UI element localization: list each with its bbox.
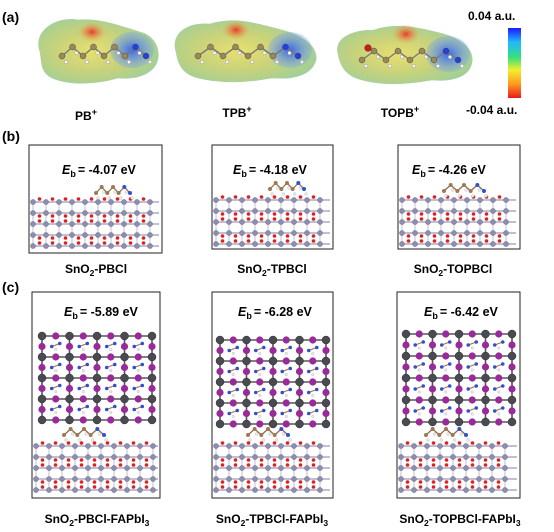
molecule-label-pb: PB+ xyxy=(75,107,97,123)
esp-surface-topb xyxy=(337,24,473,85)
colorbar xyxy=(508,28,521,98)
fapbi3-block-c3 xyxy=(401,329,517,427)
adsorbed-molecule-b1 xyxy=(94,185,134,200)
energy-label-c3: Eb = -6.42 eV xyxy=(424,305,499,321)
fapbi3-block-c1 xyxy=(37,331,157,425)
panel-label-b: (b) xyxy=(2,128,20,144)
adsorbed-molecule-c3 xyxy=(424,427,470,442)
sno2-slab-c2 xyxy=(213,441,330,493)
structure-frame-b1 xyxy=(28,144,163,254)
structure-caption-c1: SnO2-PBCl-FAPbI3 xyxy=(45,512,150,528)
molecule-label-tpb: TPB+ xyxy=(222,104,251,120)
structure-caption-b1: SnO2-PBCl xyxy=(65,262,127,278)
atomic-structures xyxy=(30,43,517,493)
structure-frame-c2 xyxy=(211,291,334,499)
energy-label-c1: Eb = -5.89 eV xyxy=(64,305,139,321)
fapbi3-block-c2 xyxy=(215,335,331,429)
sno2-slab-c1 xyxy=(33,441,158,493)
adsorbed-molecule-b3 xyxy=(442,183,488,198)
structure-frame-b2 xyxy=(211,144,334,250)
structure-frame-b3 xyxy=(397,144,521,250)
energy-label-b1: Eb = -4.07 eV xyxy=(62,163,137,179)
molecule-sticks-topb xyxy=(358,47,465,68)
structure-caption-c3: SnO2-TOPBCl-FAPbI3 xyxy=(399,512,521,528)
energy-label-b2: Eb = -4.18 eV xyxy=(233,163,308,179)
molecule-sticks-pb xyxy=(58,43,152,65)
colorbar-max-label: 0.04 a.u. xyxy=(468,9,515,23)
molecule-sticks-tpb xyxy=(194,43,305,65)
structure-caption-b2: SnO2-TPBCl xyxy=(237,262,306,278)
molecule-label-topb: TOPB+ xyxy=(381,104,419,120)
structure-caption-c2: SnO2-TPBCl-FAPbI3 xyxy=(216,512,328,528)
esp-surface-tpb xyxy=(174,20,317,83)
energy-label-c2: Eb = -6.28 eV xyxy=(238,305,313,321)
oxygen-atom xyxy=(364,44,372,52)
adsorbed-molecule-c2 xyxy=(246,427,292,442)
sno2-slab-b2 xyxy=(213,195,330,247)
structure-frame-c1 xyxy=(31,291,161,499)
structure-frame-c3 xyxy=(396,291,521,499)
sno2-slab-c3 xyxy=(398,441,517,493)
structure-caption-b3: SnO2-TOPBCl xyxy=(414,262,493,278)
colorbar-min-label: -0.04 a.u. xyxy=(466,103,517,117)
adsorbed-molecule-c1 xyxy=(62,427,108,442)
sno2-slab-b1 xyxy=(30,197,159,249)
panel-label-a: (a) xyxy=(2,9,19,25)
energy-label-b3: Eb = -4.26 eV xyxy=(412,163,487,179)
adsorbed-molecule-b2 xyxy=(268,181,308,196)
sno2-slab-b3 xyxy=(399,195,516,247)
panel-label-c: (c) xyxy=(2,279,19,295)
